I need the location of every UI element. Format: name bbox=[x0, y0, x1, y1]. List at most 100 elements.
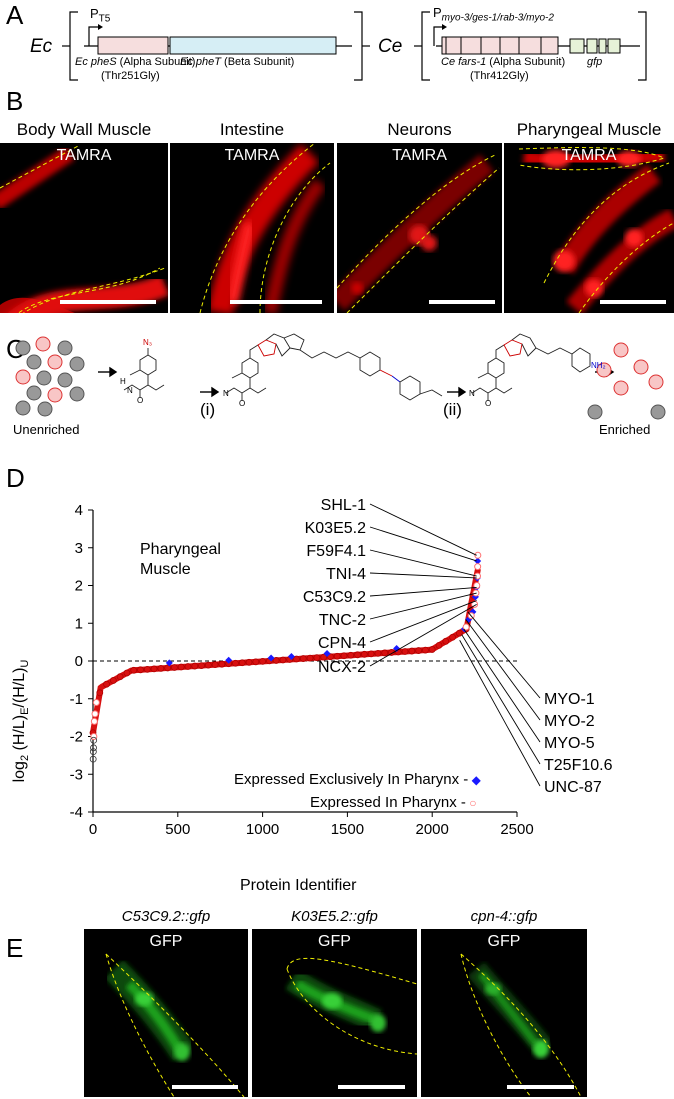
y-tick-label: -2 bbox=[70, 729, 83, 746]
ce-label: Ce bbox=[378, 36, 403, 57]
protein-point bbox=[422, 646, 429, 654]
protein-point bbox=[360, 650, 368, 658]
protein-point bbox=[204, 661, 212, 669]
molecule-azidophe bbox=[123, 348, 165, 398]
chart-title: Pharyngeal Muscle bbox=[140, 541, 221, 578]
panel-c-scheme bbox=[15, 333, 666, 420]
e-title-1: C53C9.2::gfp bbox=[121, 908, 211, 925]
pharynx-point bbox=[90, 717, 98, 725]
x-tick-label: 2000 bbox=[416, 821, 449, 838]
exclusive-pharynx-point bbox=[225, 656, 233, 664]
annotation-leader-left bbox=[369, 503, 477, 556]
exclusive-pharynx-point bbox=[393, 645, 401, 653]
annotation-leader-left bbox=[369, 526, 477, 562]
ce-fars-label: Ce fars-1 (Alpha Subunit) bbox=[441, 56, 566, 68]
ec-bracket-right bbox=[354, 11, 363, 81]
annotation-label-left: K03E5.2 bbox=[305, 520, 366, 537]
b-scalebar-3 bbox=[429, 300, 495, 304]
gfp-label: gfp bbox=[587, 56, 603, 68]
protein-point bbox=[157, 665, 165, 672]
annotation-leader-right bbox=[463, 628, 541, 743]
panel-a-diagram bbox=[62, 11, 647, 81]
protein-point bbox=[143, 665, 151, 673]
b-image-pharyngeal: TAMRA bbox=[504, 143, 674, 313]
annotation-leader-right bbox=[459, 640, 541, 787]
b-scalebar-1 bbox=[60, 300, 156, 304]
low-ratio-point bbox=[89, 748, 97, 756]
annotation-leader-right bbox=[465, 619, 541, 721]
protein-point bbox=[232, 659, 239, 667]
scatter-chart: -4 -3 -2 -1 0 1 2 3 4 0 500 1000 1500 2000 2500 SHL-1 K0… bbox=[70, 497, 613, 838]
atom-n-2: N bbox=[223, 389, 229, 398]
panel-e-label: E bbox=[6, 933, 24, 963]
panel-a-label: A bbox=[6, 0, 24, 30]
b-title-neurons: Neurons bbox=[387, 120, 452, 139]
step-i-label: (i) bbox=[200, 400, 216, 419]
b-image-body-wall: TAMRA bbox=[0, 143, 168, 313]
protein-point bbox=[428, 646, 436, 653]
annotation-label-left: TNI-4 bbox=[326, 566, 366, 583]
x-tick-label: 2500 bbox=[500, 821, 533, 838]
protein-point bbox=[442, 637, 450, 645]
step-ii-label: (ii) bbox=[443, 400, 462, 419]
b-image-intestine: TAMRA bbox=[170, 143, 334, 313]
atom-o-1: O bbox=[137, 396, 144, 405]
low-ratio-point bbox=[90, 744, 97, 752]
protein-point bbox=[313, 654, 321, 662]
e-scalebar-3 bbox=[507, 1085, 574, 1089]
annotation-leader-right bbox=[461, 634, 541, 765]
b-image-neurons: TAMRA bbox=[337, 143, 502, 313]
e-title-3: cpn-4::gfp bbox=[470, 908, 538, 925]
enriched-mixture bbox=[587, 342, 666, 420]
x-tick-label: 1500 bbox=[331, 821, 364, 838]
protein-point bbox=[137, 666, 144, 674]
low-ratio-point bbox=[90, 736, 98, 744]
annotation-label-right: UNC-87 bbox=[544, 779, 602, 796]
pharynx-point bbox=[91, 710, 99, 718]
protein-point bbox=[164, 664, 172, 672]
protein-point bbox=[401, 648, 409, 655]
panel-d-label: D bbox=[6, 463, 25, 493]
ec-promoter-label: PT5 bbox=[90, 6, 111, 25]
gfp-exon-2 bbox=[586, 38, 598, 54]
atom-n-3: N bbox=[469, 389, 475, 398]
protein-point bbox=[238, 659, 246, 667]
atom-n-1: N bbox=[127, 386, 133, 395]
protein-point bbox=[184, 663, 192, 670]
protein-point bbox=[96, 689, 104, 697]
protein-point bbox=[259, 657, 267, 665]
annotation-label-right: MYO-5 bbox=[544, 735, 595, 752]
y-tick-label: -1 bbox=[70, 691, 83, 708]
protein-point bbox=[327, 653, 334, 661]
protein-point bbox=[455, 629, 463, 637]
ec-phet-box bbox=[169, 36, 337, 55]
ce-promoter-arrow bbox=[433, 26, 444, 46]
pharynx-point bbox=[474, 563, 482, 571]
pharynx-point bbox=[473, 582, 481, 589]
protein-point bbox=[449, 633, 456, 641]
exclusive-pharynx-point bbox=[165, 659, 173, 667]
annotation-label-right: MYO-1 bbox=[544, 691, 595, 708]
molecule-cleaved bbox=[471, 333, 591, 401]
protein-point bbox=[218, 660, 226, 668]
legend-exclusive: Expressed Exclusively In Pharynx - ◆ bbox=[234, 771, 481, 788]
protein-point bbox=[211, 661, 219, 669]
exclusive-pharynx-point bbox=[474, 557, 482, 565]
y-axis-label: log2 (H/L)E/(H/L)U bbox=[10, 659, 32, 783]
ec-label: Ec bbox=[30, 36, 53, 57]
protein-point bbox=[374, 649, 382, 657]
pharynx-point bbox=[462, 623, 470, 631]
b-scalebar-4 bbox=[600, 300, 666, 304]
protein-point bbox=[150, 665, 158, 673]
protein-point bbox=[191, 662, 199, 670]
ce-fars-mutation: (Thr412Gly) bbox=[470, 70, 529, 82]
annotation-leader-left bbox=[369, 586, 477, 597]
b-title-pharyngeal: Pharyngeal Muscle bbox=[516, 120, 662, 139]
protein-point bbox=[354, 651, 361, 659]
x-tick-label: 0 bbox=[89, 821, 97, 838]
annotation-label-right: MYO-2 bbox=[544, 713, 595, 730]
y-tick-label: 1 bbox=[75, 615, 83, 632]
protein-point bbox=[347, 651, 355, 659]
protein-point bbox=[116, 673, 124, 681]
protein-point bbox=[130, 666, 138, 674]
